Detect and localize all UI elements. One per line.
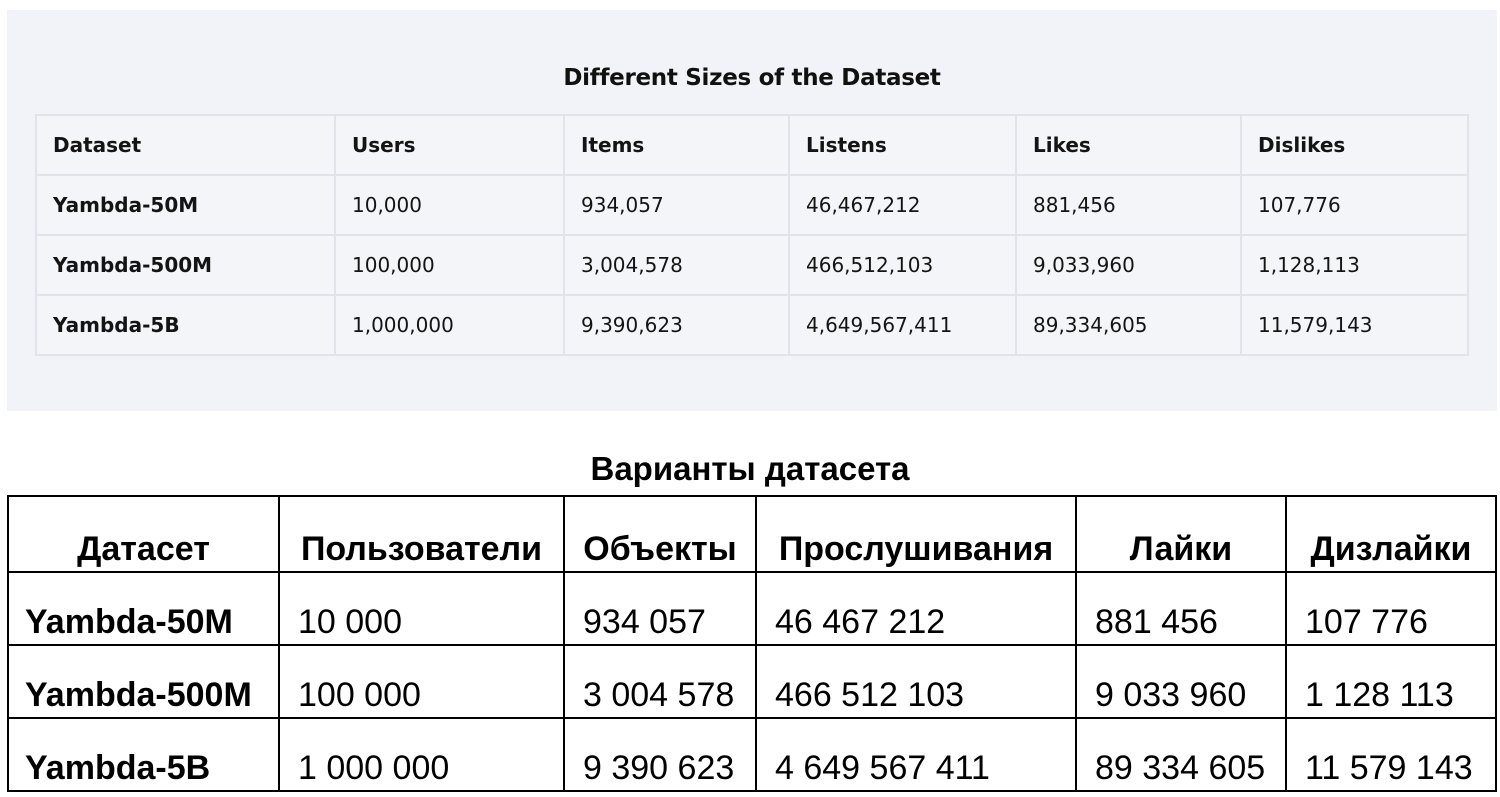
english-cell-dataset: Yambda-50M [35,174,336,236]
table-row: Yambda-5B 1 000 000 9 390 623 4 649 567 … [7,717,1497,792]
russian-col-header-likes: Лайки [1075,495,1287,573]
table-row: Yambda-50M 10 000 934 057 46 467 212 881… [7,571,1497,646]
russian-cell-users: 1 000 000 [278,717,565,792]
table-row: Yambda-500M 100 000 3 004 578 466 512 10… [7,644,1497,719]
russian-cell-listens: 466 512 103 [755,644,1077,719]
english-cell-likes: 881,456 [1015,174,1242,236]
russian-col-header-dislikes: Дизлайки [1285,495,1497,573]
english-cell-listens: 4,649,567,411 [788,294,1017,356]
english-table-panel: Different Sizes of the Dataset Dataset U… [7,10,1497,411]
russian-cell-likes: 9 033 960 [1075,644,1287,719]
russian-cell-items: 934 057 [563,571,757,646]
table-row: Yambda-500M 100,000 3,004,578 466,512,10… [35,234,1469,296]
russian-cell-dislikes: 1 128 113 [1285,644,1497,719]
english-cell-users: 100,000 [334,234,565,296]
english-cell-listens: 466,512,103 [788,234,1017,296]
english-cell-dislikes: 11,579,143 [1240,294,1469,356]
russian-col-header-listens: Прослушивания [755,495,1077,573]
english-col-header-listens: Listens [788,114,1017,176]
russian-cell-dataset: Yambda-5B [7,717,280,792]
english-cell-dataset: Yambda-5B [35,294,336,356]
english-cell-dislikes: 107,776 [1240,174,1469,236]
english-col-header-likes: Likes [1015,114,1242,176]
english-cell-items: 934,057 [563,174,790,236]
english-table-title: Different Sizes of the Dataset [563,65,941,91]
english-header-row: Dataset Users Items Listens Likes Dislik… [35,114,1469,176]
russian-cell-items: 9 390 623 [563,717,757,792]
russian-cell-dataset: Yambda-500M [7,644,280,719]
russian-cell-dislikes: 11 579 143 [1285,717,1497,792]
russian-cell-dislikes: 107 776 [1285,571,1497,646]
english-cell-listens: 46,467,212 [788,174,1017,236]
english-col-header-dataset: Dataset [35,114,336,176]
russian-col-header-dataset: Датасет [7,495,280,573]
english-cell-likes: 89,334,605 [1015,294,1242,356]
russian-cell-users: 100 000 [278,644,565,719]
russian-cell-likes: 89 334 605 [1075,717,1287,792]
russian-cell-users: 10 000 [278,571,565,646]
english-col-header-items: Items [563,114,790,176]
english-cell-items: 3,004,578 [563,234,790,296]
english-cell-users: 1,000,000 [334,294,565,356]
russian-cell-items: 3 004 578 [563,644,757,719]
english-cell-items: 9,390,623 [563,294,790,356]
russian-cell-listens: 4 649 567 411 [755,717,1077,792]
russian-cell-dataset: Yambda-50M [7,571,280,646]
english-cell-likes: 9,033,960 [1015,234,1242,296]
russian-cell-likes: 881 456 [1075,571,1287,646]
table-row: Yambda-5B 1,000,000 9,390,623 4,649,567,… [35,294,1469,356]
russian-dataset-table: Датасет Пользователи Объекты Прослушиван… [7,495,1497,792]
russian-col-header-items: Объекты [563,495,757,573]
english-dataset-table: Dataset Users Items Listens Likes Dislik… [35,114,1469,356]
russian-cell-listens: 46 467 212 [755,571,1077,646]
english-cell-dataset: Yambda-500M [35,234,336,296]
english-col-header-users: Users [334,114,565,176]
table-row: Yambda-50M 10,000 934,057 46,467,212 881… [35,174,1469,236]
russian-col-header-users: Пользователи [278,495,565,573]
english-cell-users: 10,000 [334,174,565,236]
english-cell-dislikes: 1,128,113 [1240,234,1469,296]
english-col-header-dislikes: Dislikes [1240,114,1469,176]
russian-header-row: Датасет Пользователи Объекты Прослушиван… [7,495,1497,573]
russian-table-title: Варианты датасета [590,450,910,487]
